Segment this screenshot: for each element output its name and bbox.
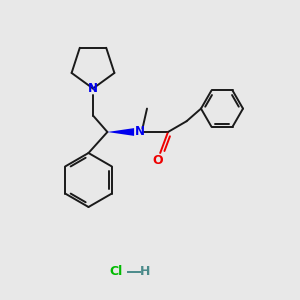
Text: N: N [134,125,145,139]
Text: Cl: Cl [109,265,122,278]
Text: H: H [140,265,151,278]
Text: N: N [88,82,98,95]
Polygon shape [107,128,134,136]
Text: O: O [152,154,163,167]
